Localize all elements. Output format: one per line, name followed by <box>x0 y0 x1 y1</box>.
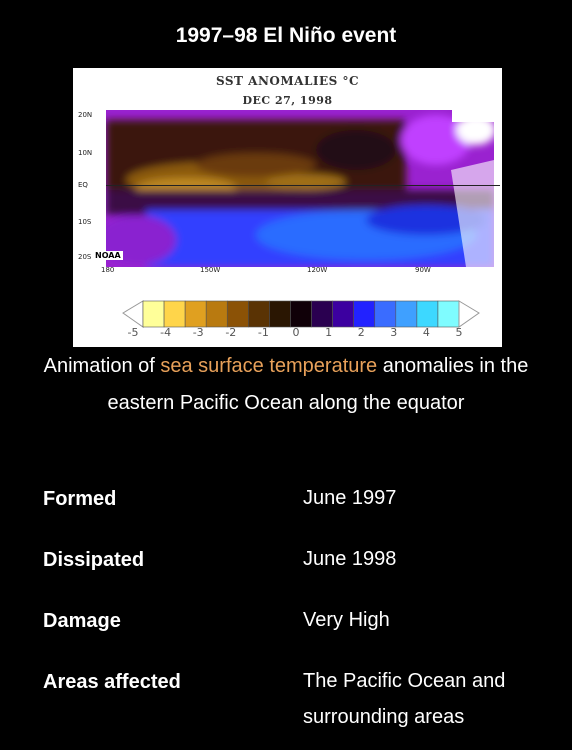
lat-label-10n: 10N <box>78 149 93 157</box>
info-value: June 1997 <box>303 487 397 509</box>
caption-text-before: Animation of <box>43 355 161 377</box>
lon-label-120w: 120W <box>307 266 328 274</box>
sst-heatmap <box>106 110 494 267</box>
noaa-credit: NOAA <box>93 251 123 260</box>
map-title: SST ANOMALIES °C <box>215 74 360 88</box>
scale-label: -5 <box>127 326 139 339</box>
scale-swatch <box>332 300 354 328</box>
scale-swatch <box>311 300 333 328</box>
scale-arrow-right <box>458 300 480 328</box>
scale-label: 3 <box>390 326 398 339</box>
info-value: The Pacific Ocean and surrounding areas <box>303 670 506 728</box>
scale-swatch <box>184 300 207 328</box>
lat-label-20s: 20S <box>78 253 92 261</box>
sst-link[interactable]: sea surface temperature <box>160 355 378 377</box>
info-value: Very High <box>303 609 390 631</box>
page-title: 1997–98 El Niño event <box>175 24 397 47</box>
info-label: Dissipated <box>43 549 145 571</box>
scale-label: 1 <box>325 326 333 339</box>
scale-swatch <box>205 300 228 328</box>
lat-label-eq: EQ <box>78 181 88 189</box>
scale-swatch <box>416 300 439 328</box>
color-scale-labels: -5 -4 -3 -2 -1 0 1 2 3 4 5 <box>128 326 463 340</box>
scale-swatch <box>163 300 186 328</box>
scale-swatch <box>374 300 397 328</box>
image-caption: Animation of sea surface temperature ano… <box>40 348 532 422</box>
lon-label-90w: 90W <box>415 266 431 274</box>
scale-swatch <box>395 300 418 328</box>
scale-arrow-left <box>122 300 144 328</box>
scale-swatch <box>437 300 460 328</box>
scale-label: -2 <box>225 326 237 339</box>
equator-line <box>106 185 500 186</box>
info-label: Formed <box>43 488 117 510</box>
scale-label: 4 <box>422 326 430 339</box>
color-scale-bar <box>122 300 480 328</box>
scale-swatch <box>290 300 312 328</box>
info-label: Areas affected <box>43 671 181 693</box>
caption-text-after: anomalies in the eastern Pacific Ocean a… <box>107 355 529 414</box>
lat-label-10s: 10S <box>78 218 92 226</box>
scale-swatch <box>269 300 291 328</box>
scale-label: -3 <box>192 326 204 339</box>
lat-label-20n: 20N <box>78 111 93 119</box>
scale-label: -4 <box>160 326 172 339</box>
scale-label: 0 <box>292 326 300 339</box>
info-value: June 1998 <box>303 548 397 570</box>
scale-label: 5 <box>455 326 463 339</box>
map-date: DEC 27, 1998 <box>242 94 333 107</box>
scale-swatch <box>142 300 165 328</box>
lon-label-150w: 150W <box>200 266 221 274</box>
info-label: Damage <box>43 610 121 632</box>
scale-swatch <box>353 300 376 328</box>
scale-swatch <box>248 300 270 328</box>
scale-label: 2 <box>357 326 365 339</box>
scale-label: -1 <box>257 326 269 339</box>
lon-label-180: 180 <box>101 266 115 274</box>
scale-swatch <box>226 300 249 328</box>
sst-anomaly-map-image[interactable]: SST ANOMALIES °C DEC 27, 1998 20N 10N EQ… <box>73 68 502 347</box>
